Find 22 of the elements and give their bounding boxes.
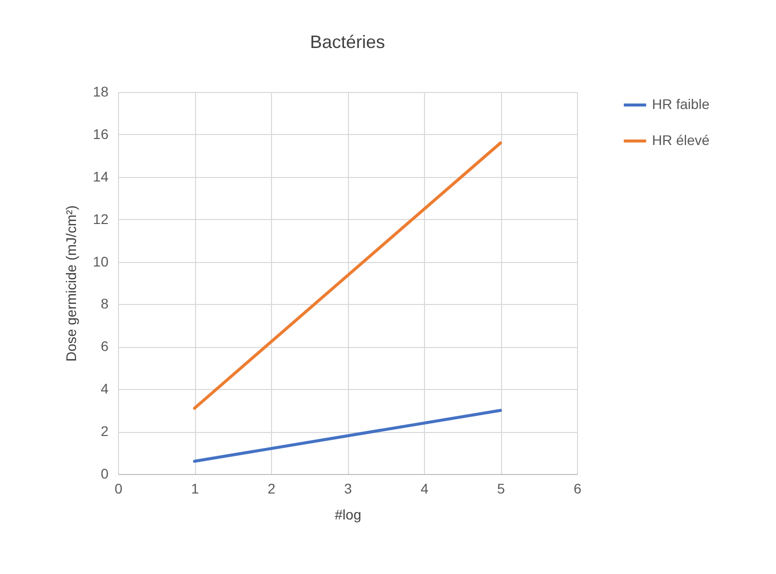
legend-label: HR élevé	[652, 132, 710, 148]
y-tick-label: 10	[92, 253, 109, 270]
x-tick-label: 6	[574, 480, 582, 496]
x-tick-label: 2	[268, 480, 276, 496]
x-tick-label: 0	[114, 480, 123, 496]
x-tick-label: 3	[344, 480, 352, 496]
y-axis-title: Dose germicide (mJ/cm²)	[62, 205, 79, 362]
y-tick-label: 0	[100, 466, 109, 482]
legend-label: HR faible	[652, 96, 710, 112]
x-tick-label: 4	[420, 480, 429, 496]
y-tick-label: 6	[100, 338, 109, 354]
x-tick-label: 1	[191, 480, 200, 496]
y-tick-label: 8	[100, 296, 109, 312]
x-axis-title: #log	[334, 506, 362, 522]
chart-title: Bactéries	[310, 32, 386, 52]
y-tick-label: 4	[100, 380, 109, 397]
y-tick-label: 14	[92, 168, 109, 184]
x-tick-label: 5	[497, 480, 506, 496]
y-tick-label: 2	[100, 423, 109, 440]
y-tick-label: 12	[92, 210, 109, 227]
y-tick-label: 18	[92, 84, 109, 100]
y-tick-label: 16	[92, 126, 109, 142]
